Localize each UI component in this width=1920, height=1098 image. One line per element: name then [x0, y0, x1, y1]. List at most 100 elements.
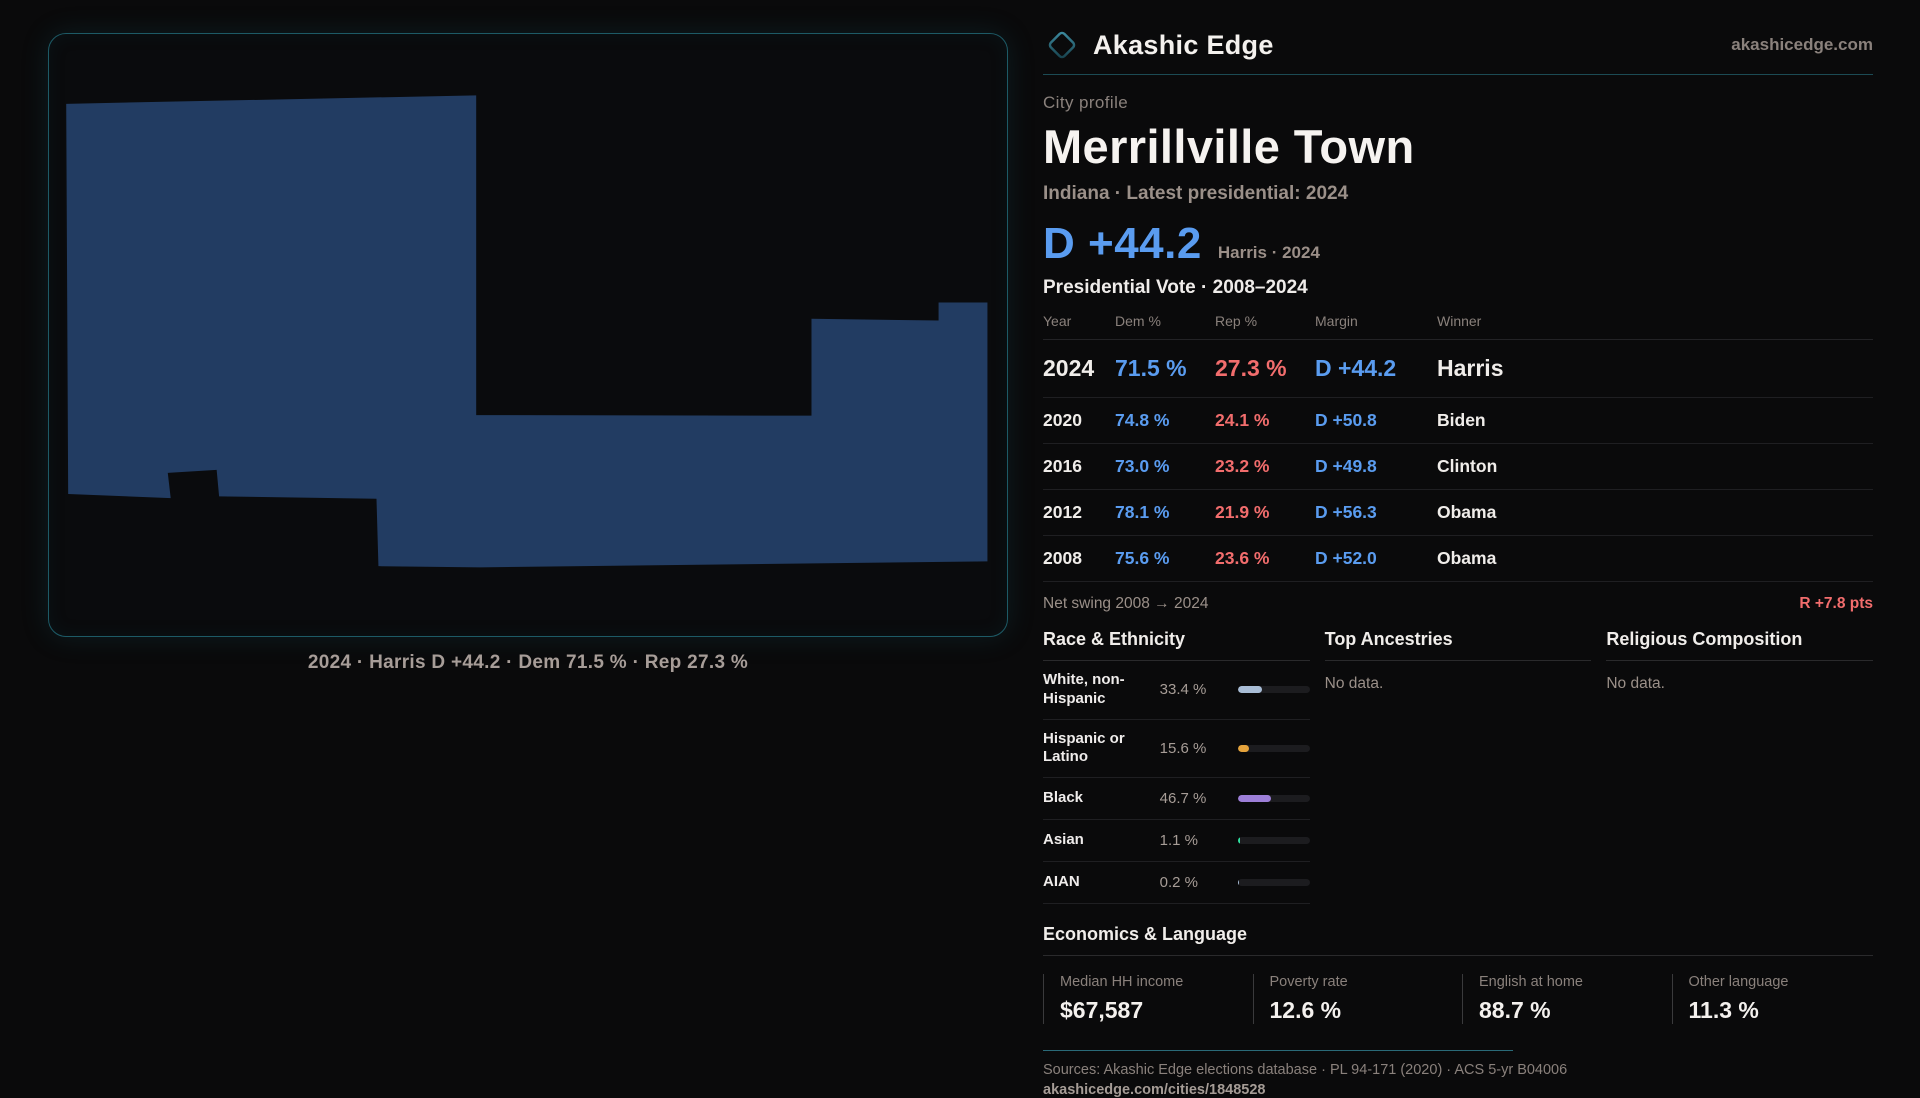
race-row: AIAN 0.2 %	[1043, 862, 1310, 904]
race-value: 33.4 %	[1159, 681, 1207, 699]
stat-label: Other language	[1688, 974, 1789, 990]
col-winner: Winner	[1437, 313, 1482, 329]
year-cell: 2012	[1043, 502, 1082, 522]
stat-card: Other language 11.3 %	[1671, 974, 1874, 1024]
rep-cell: 27.3 %	[1215, 355, 1287, 381]
rep-cell: 23.6 %	[1215, 548, 1270, 568]
race-label: Hispanic or Latino	[1043, 729, 1125, 766]
economics-section: Economics & Language Median HH income $6…	[1043, 924, 1873, 1024]
sources-text: Sources: Akashic Edge elections database…	[1043, 1062, 1568, 1078]
stat-value: 11.3 %	[1688, 997, 1759, 1023]
ancestries-title: Top Ancestries	[1324, 629, 1592, 661]
religion-title: Religious Composition	[1606, 629, 1873, 661]
margin-cell: D +49.8	[1315, 456, 1377, 476]
race-label: AIAN	[1043, 873, 1080, 891]
dem-cell: 74.8 %	[1115, 410, 1170, 430]
race-bar	[1237, 686, 1310, 694]
winner-cell: Obama	[1437, 548, 1497, 568]
brand-domain-link[interactable]: akashicedge.com	[1731, 35, 1873, 54]
margin-cell: D +56.3	[1315, 502, 1377, 522]
race-ethnicity-column: Race & Ethnicity White, non-Hispanic 33.…	[1043, 629, 1310, 904]
election-row-2020: 2020 74.8 % 24.1 % D +50.8 Biden	[1043, 398, 1873, 444]
net-swing-row: Net swing 2008 → 2024 R +7.8 pts	[1043, 582, 1873, 623]
winner-cell: Harris	[1437, 355, 1504, 381]
economics-title: Economics & Language	[1043, 924, 1873, 956]
brand-name: Akashic Edge	[1093, 29, 1274, 60]
city-boundary-shape	[66, 95, 988, 568]
demographics-section: Race & Ethnicity White, non-Hispanic 33.…	[1043, 629, 1873, 904]
subtitle: Indiana · Latest presidential: 2024	[1043, 183, 1349, 204]
city-map-card[interactable]	[48, 33, 1008, 637]
year-cell: 2024	[1043, 355, 1095, 381]
margin-cell: D +50.8	[1315, 410, 1377, 430]
dem-cell: 71.5 %	[1115, 355, 1187, 381]
race-ethnicity-title: Race & Ethnicity	[1043, 629, 1310, 661]
stat-value: 12.6 %	[1269, 997, 1342, 1023]
race-label: White, non-Hispanic	[1043, 671, 1125, 707]
profile-panel: Akashic Edge akashicedge.com City profil…	[1043, 0, 1873, 1098]
race-row: Black 46.7 %	[1043, 778, 1310, 820]
election-row-2024: 2024 71.5 % 27.3 % D +44.2 Harris	[1043, 340, 1873, 398]
race-row: Hispanic or Latino 15.6 %	[1043, 720, 1310, 778]
rep-cell: 21.9 %	[1215, 502, 1270, 522]
race-label: Black	[1043, 789, 1084, 807]
dem-cell: 75.6 %	[1115, 548, 1170, 568]
col-rep: Rep %	[1215, 313, 1258, 329]
race-row: Asian 1.1 %	[1043, 820, 1310, 862]
winner-cell: Obama	[1437, 502, 1497, 522]
stat-label: Poverty rate	[1269, 974, 1348, 990]
race-value: 0.2 %	[1159, 874, 1199, 891]
margin-cell: D +52.0	[1315, 548, 1377, 568]
ancestries-empty: No data.	[1324, 675, 1384, 692]
race-value: 1.1 %	[1159, 832, 1199, 849]
religion-empty: No data.	[1606, 675, 1665, 692]
col-dem: Dem %	[1115, 313, 1161, 329]
election-row-2012: 2012 78.1 % 21.9 % D +56.3 Obama	[1043, 490, 1873, 536]
race-bar	[1237, 744, 1310, 752]
map-caption: 2024 · Harris D +44.2 · Dem 71.5 % · Rep…	[307, 652, 749, 673]
net-swing-value: R +7.8 pts	[1799, 595, 1873, 612]
kicker: City profile	[1043, 93, 1129, 112]
margin-cell: D +44.2	[1315, 355, 1397, 381]
rep-cell: 23.2 %	[1215, 456, 1270, 476]
dem-cell: 78.1 %	[1115, 502, 1170, 522]
net-swing-label: Net swing 2008 → 2024	[1043, 595, 1209, 612]
stat-label: English at home	[1479, 974, 1583, 990]
race-value: 15.6 %	[1159, 739, 1207, 757]
permalink[interactable]: akashicedge.com/cities/1848528	[1043, 1082, 1266, 1098]
race-bar	[1237, 795, 1310, 802]
race-value: 46.7 %	[1159, 790, 1207, 807]
race-label: Asian	[1043, 831, 1084, 849]
table-header: Year Dem % Rep % Margin Winner	[1043, 313, 1873, 340]
election-row-2008: 2008 75.6 % 23.6 % D +52.0 Obama	[1043, 536, 1873, 582]
stat-card: Poverty rate 12.6 %	[1252, 974, 1455, 1024]
stat-value: $67,587	[1060, 997, 1144, 1023]
ancestries-column: Top Ancestries No data.	[1324, 629, 1592, 904]
year-cell: 2008	[1043, 548, 1082, 568]
headline: D +44.2 Harris · 2024	[1043, 219, 1873, 269]
race-bar	[1237, 879, 1310, 886]
footer: Sources: Akashic Edge elections database…	[1043, 1050, 1873, 1098]
religion-column: Religious Composition No data.	[1606, 629, 1873, 904]
stat-card: Median HH income $67,587	[1043, 974, 1245, 1024]
brand-diamond-icon	[1048, 31, 1076, 59]
winner-cell: Biden	[1437, 410, 1486, 430]
col-year: Year	[1043, 313, 1072, 329]
stat-value: 88.7 %	[1479, 997, 1551, 1023]
economics-stats: Median HH income $67,587 Poverty rate 12…	[1043, 974, 1873, 1024]
rep-cell: 24.1 %	[1215, 410, 1270, 430]
footer-divider	[1043, 1050, 1513, 1051]
page-title: Merrillville Town	[1043, 120, 1415, 173]
col-margin: Margin	[1315, 313, 1358, 329]
winner-cell: Clinton	[1437, 456, 1498, 476]
table-title: Presidential Vote · 2008–2024	[1043, 277, 1308, 298]
brand: Akashic Edge	[1043, 26, 1274, 64]
dem-cell: 73.0 %	[1115, 456, 1170, 476]
election-row-2016: 2016 73.0 % 23.2 % D +49.8 Clinton	[1043, 444, 1873, 490]
race-bar	[1237, 837, 1310, 844]
header-divider	[1043, 74, 1873, 75]
stat-label: Median HH income	[1060, 974, 1184, 990]
header: Akashic Edge akashicedge.com	[1043, 0, 1873, 64]
headline-margin: D +44.2	[1043, 219, 1202, 268]
stat-card: English at home 88.7 %	[1462, 974, 1664, 1024]
